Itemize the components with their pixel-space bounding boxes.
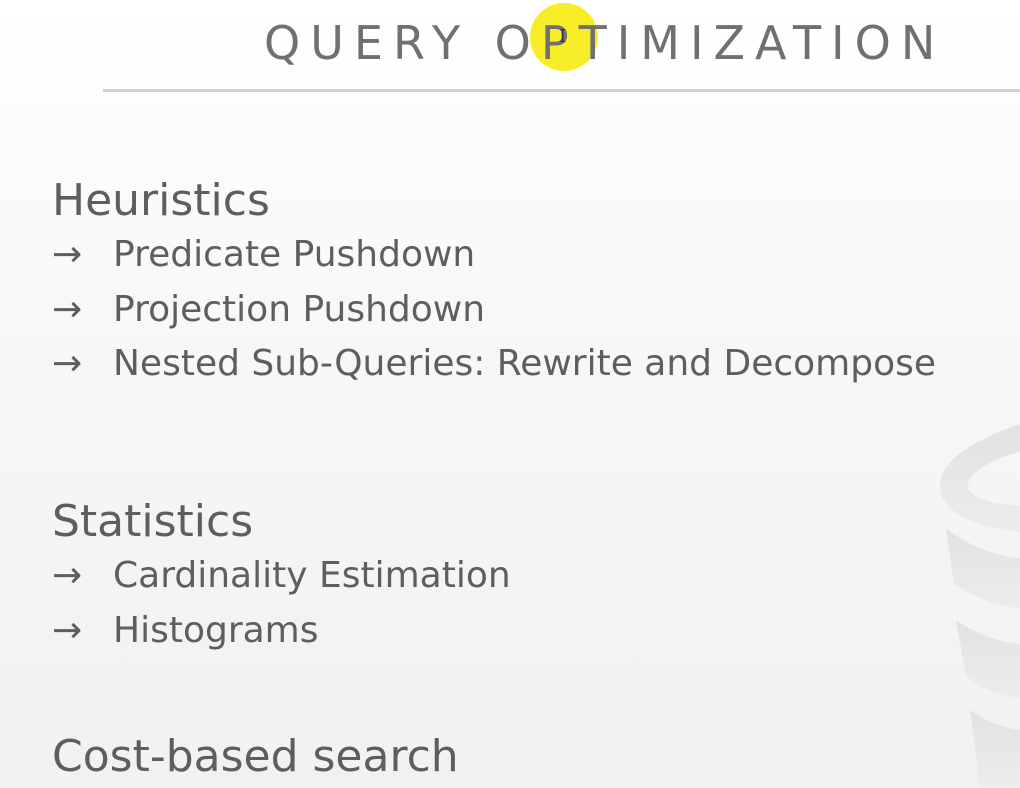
arrow-right-icon: → [52,555,83,596]
bullet-item: → Predicate Pushdown [52,228,936,283]
cursor-highlight [530,3,598,71]
bullet-text: Nested Sub-Queries: Rewrite and Decompos… [113,343,937,384]
bullet-list: → Predicate Pushdown → Projection Pushdown… [52,228,936,392]
arrow-right-icon: → [52,234,83,275]
section-statistics: Statistics → Cardinality Estimation → Hist… [52,495,511,658]
arrow-right-icon: → [52,343,83,384]
section-heading: Cost-based search [52,731,459,782]
bullet-item: → Cardinality Estimation [52,549,511,604]
slide-title: QUERY OPTIMIZATION [264,16,946,70]
database-icon [940,424,1020,788]
section-heuristics: Heuristics → Predicate Pushdown → Projecti… [52,174,936,392]
section-heading: Heuristics [52,175,270,226]
bullet-item: → Histograms [52,604,511,659]
bullet-item: → Nested Sub-Queries: Rewrite and Decompo… [52,337,936,392]
bullet-text: Histograms [113,609,319,651]
section-cost-based-search: Cost-based search [52,730,459,784]
title-divider [103,89,1020,92]
bullet-text: Cardinality Estimation [113,555,511,596]
section-heading: Statistics [52,496,254,547]
bullet-item: → Projection Pushdown [52,283,936,338]
bullet-text: Predicate Pushdown [113,234,476,275]
arrow-right-icon: → [52,288,83,330]
text-cursor-icon: I [559,26,567,47]
bullet-list: → Cardinality Estimation → Histograms [52,549,511,658]
arrow-right-icon: → [52,609,83,651]
bullet-text: Projection Pushdown [113,288,486,330]
